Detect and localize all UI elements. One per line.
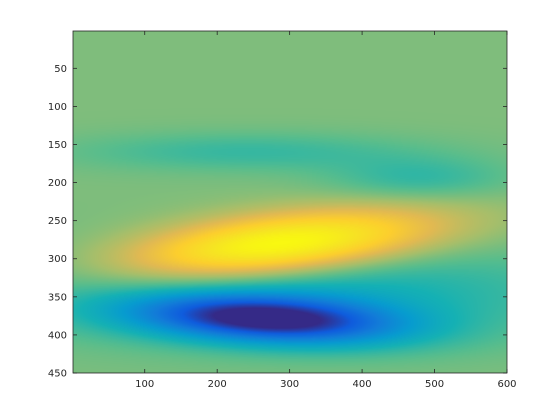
x-tick-label: 500 bbox=[425, 379, 444, 390]
y-tick-label: 100 bbox=[48, 102, 67, 113]
x-tick-label: 300 bbox=[280, 379, 299, 390]
y-tick-label: 400 bbox=[48, 330, 67, 341]
plot-area bbox=[73, 31, 507, 373]
y-tick-label: 50 bbox=[54, 64, 67, 75]
x-tick-label: 400 bbox=[353, 379, 372, 390]
y-tick-label: 150 bbox=[48, 140, 67, 151]
y-tick-label: 450 bbox=[48, 369, 67, 380]
x-tick-label: 200 bbox=[208, 379, 227, 390]
y-tick-label: 200 bbox=[48, 178, 67, 189]
heatmap-surface bbox=[73, 31, 507, 373]
y-tick-label: 250 bbox=[48, 216, 67, 227]
y-tick-label: 300 bbox=[48, 254, 67, 265]
x-tick-label: 100 bbox=[135, 379, 154, 390]
y-tick-label: 350 bbox=[48, 292, 67, 303]
x-tick-label: 600 bbox=[497, 379, 516, 390]
